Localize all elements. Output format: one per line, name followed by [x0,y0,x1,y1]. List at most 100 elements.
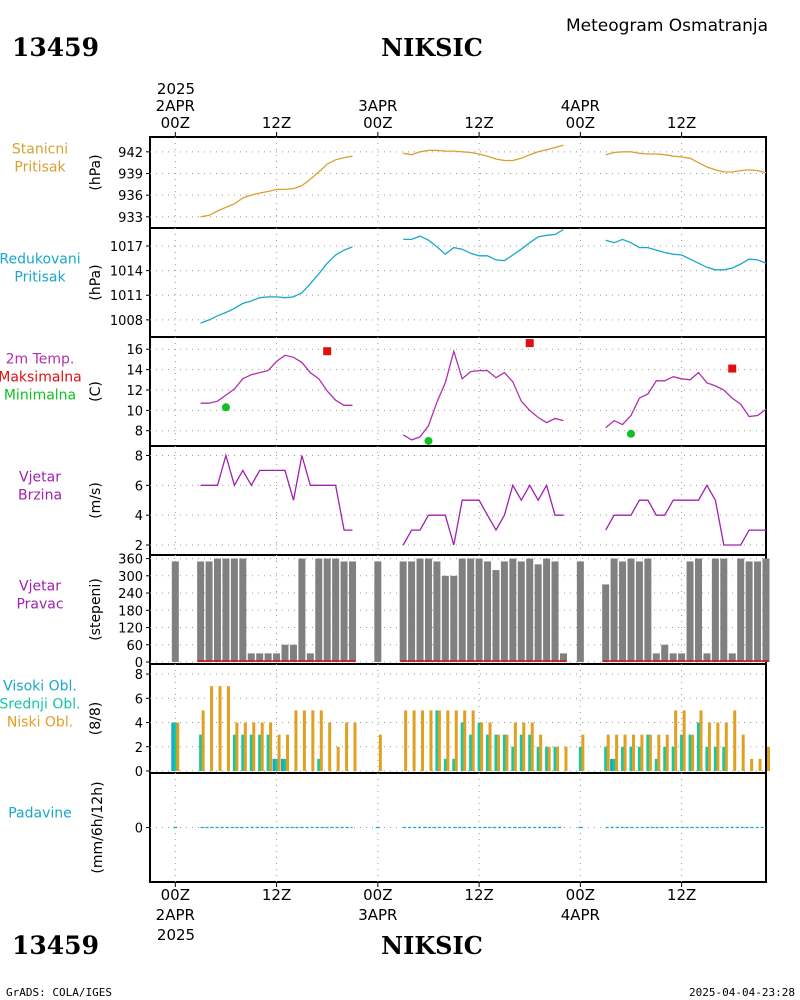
direction-bar [247,653,255,662]
cloud-bar [696,722,700,771]
time-label-bottom: 12Z [667,886,696,904]
direction-bar [433,561,441,662]
max-marker [525,339,534,348]
direction-bar [635,561,643,662]
cloud-bar [260,722,264,771]
direction-bar [652,653,660,662]
direction-bar [728,653,736,662]
direction-bar [441,575,449,662]
cloud-bar [716,722,720,771]
cloud-bar [435,710,439,771]
cloud-bar [539,734,543,771]
cloud-bar [528,734,532,771]
time-label-top: 12Z [667,114,696,132]
station-name-top: NIKSIC [381,33,483,62]
series-line [200,246,353,324]
direction-bar [534,564,542,662]
y-tick-label: 1011 [110,289,143,304]
direction-bar [273,653,281,662]
series-line [200,453,353,531]
direction-bar [602,584,610,662]
cloud-bar [519,734,523,771]
cloud-bar [648,734,652,771]
direction-bar [408,561,416,662]
cloud-bar [345,722,349,771]
panel-unit: (m/s) [88,482,104,519]
cloud-bar [665,734,669,771]
cloud-bar [631,734,635,771]
series-line [605,483,766,546]
cloud-bar [640,734,644,771]
panel-label: Vjetar [19,470,61,486]
direction-bar [484,561,492,662]
cloud-bar [691,734,695,771]
cloud-bar [657,734,661,771]
panel-frame-temp [149,336,767,447]
cloud-bar [210,686,214,771]
cloud-bar [176,722,180,771]
panel-label: Redukovani [0,252,81,268]
cloud-bar [545,746,549,771]
y-tick-label: 360 [118,553,143,568]
direction-bar [543,558,551,662]
min-marker [424,436,433,445]
y-tick-label: 180 [118,604,143,619]
direction-bar [264,653,272,662]
direction-bar [332,558,340,662]
y-tick-label: 8 [135,668,143,683]
cloud-bar [480,722,484,771]
y-tick-label: 8 [135,449,143,464]
station-id-top: 13459 [12,33,99,62]
cloud-bar [488,722,492,771]
cloud-bar [454,710,458,771]
series-line [200,155,353,218]
cloud-bar [241,734,245,771]
cloud-bar [294,710,298,771]
cloud-bar [722,746,726,771]
cloud-bar [663,746,667,771]
cloud-bar [201,710,205,771]
direction-bar [526,558,534,662]
panel-label: Niski Obl. [7,715,73,731]
panel-label: Maksimalna [0,370,82,386]
direction-bar [619,561,627,662]
time-label-bottom: 12Z [262,886,291,904]
cloud-bar [496,734,500,771]
y-tick-label: 2 [135,741,143,756]
cloud-bar [688,734,692,771]
direction-bar [239,558,247,662]
y-tick-label: 6 [135,692,143,707]
cloud-bar [336,746,340,771]
day-label-top: 3APR [358,97,397,115]
y-tick-label: 10 [126,404,143,419]
direction-bar [509,558,517,662]
direction-bar [711,558,719,662]
cloud-bar [302,710,306,771]
subtitle: Meteogram Osmatranja [566,16,768,36]
panel-unit: (C) [88,381,104,402]
direction-bar [171,561,179,662]
direction-bar [424,558,432,662]
direction-bar [214,558,222,662]
direction-bar [762,558,770,662]
cloud-bar [421,710,425,771]
cloud-bar [547,746,551,771]
direction-bar [306,653,314,662]
series-line [402,483,564,546]
direction-bar [315,558,323,662]
cloud-bar [646,734,650,771]
direction-bar [551,561,559,662]
cloud-bar [654,758,658,771]
y-tick-label: 300 [118,570,143,585]
y-tick-label: 1014 [110,265,143,280]
cloud-bar [378,734,382,771]
time-label-top: 00Z [363,114,392,132]
time-label-top: 12Z [464,114,493,132]
time-label-bottom: 12Z [464,886,493,904]
year-label-top: 2025 [157,80,195,98]
direction-bar [197,561,205,662]
direction-bar [205,561,213,662]
cloud-bar [266,734,270,771]
direction-bar [399,561,407,662]
